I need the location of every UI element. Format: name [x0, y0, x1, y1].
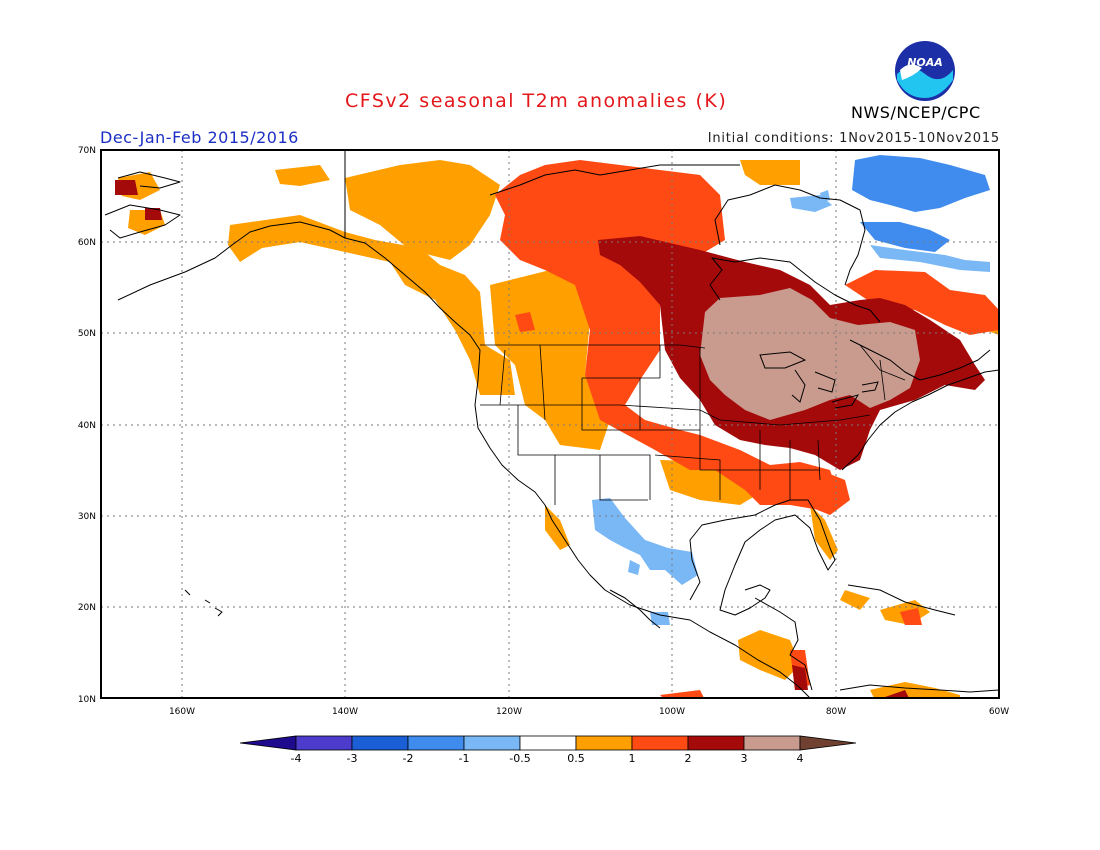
legend-color-box — [687, 735, 745, 751]
legend-label: -3 — [347, 752, 358, 765]
legend-color-boxes — [239, 735, 857, 751]
anomaly-field-tan — [700, 288, 920, 420]
legend-label: 0.5 — [567, 752, 585, 765]
lon-label: 140W — [332, 707, 358, 717]
lon-label: 120W — [496, 707, 522, 717]
legend-color-box — [295, 735, 353, 751]
season-label: Dec-Jan-Feb 2015/2016 — [100, 128, 299, 147]
initial-conditions-label: Initial conditions: 1Nov2015-10Nov2015 — [707, 131, 1000, 146]
legend-label: 2 — [685, 752, 692, 765]
noaa-logo-icon: NOAA — [895, 41, 955, 101]
legend-label: 1 — [629, 752, 636, 765]
legend-label: -0.5 — [509, 752, 530, 765]
legend-color-box — [519, 735, 577, 751]
anomaly-field-lightblue — [592, 190, 990, 625]
latitude-labels: 70N 60N 50N 40N 30N 20N 10N — [78, 146, 96, 705]
chart-title: CFSv2 seasonal T2m anomalies (K) — [345, 90, 728, 112]
lat-label: 60N — [78, 238, 96, 248]
lat-label: 50N — [78, 329, 96, 339]
lon-label: 60W — [989, 707, 1009, 717]
lat-label: 10N — [78, 695, 96, 705]
legend-color-box — [407, 735, 465, 751]
lat-label: 40N — [78, 421, 96, 431]
lon-label: 100W — [659, 707, 685, 717]
legend-color-box — [351, 735, 409, 751]
legend-color-box — [743, 735, 801, 751]
legend-color-box — [631, 735, 689, 751]
legend-color-box — [575, 735, 633, 751]
lat-label: 70N — [78, 146, 96, 156]
great-lakes — [759, 351, 879, 409]
legend-color-box — [463, 735, 521, 751]
political-borders — [480, 344, 906, 505]
lat-label: 20N — [78, 603, 96, 613]
lon-label: 160W — [169, 707, 195, 717]
longitude-labels: 160W 140W 120W 100W 80W 60W — [169, 707, 1009, 717]
coastlines — [104, 150, 1000, 699]
legend-arrow-low — [239, 735, 297, 751]
legend-label: -1 — [459, 752, 470, 765]
legend-label: 3 — [741, 752, 748, 765]
legend-label: -4 — [291, 752, 302, 765]
logo-text: NOAA — [907, 56, 943, 69]
anomaly-field-blue — [852, 155, 990, 252]
lon-label: 80W — [826, 707, 846, 717]
legend-labels: -4 -3 -2 -1 -0.5 0.5 1 2 3 4 — [291, 752, 804, 765]
legend-label: -2 — [403, 752, 414, 765]
graticule — [101, 150, 999, 698]
organization-label: NWS/NCEP/CPC — [851, 103, 981, 122]
lat-label: 30N — [78, 512, 96, 522]
legend-arrow-high — [799, 735, 857, 751]
map-frame — [100, 149, 1000, 699]
legend-label: 4 — [797, 752, 804, 765]
